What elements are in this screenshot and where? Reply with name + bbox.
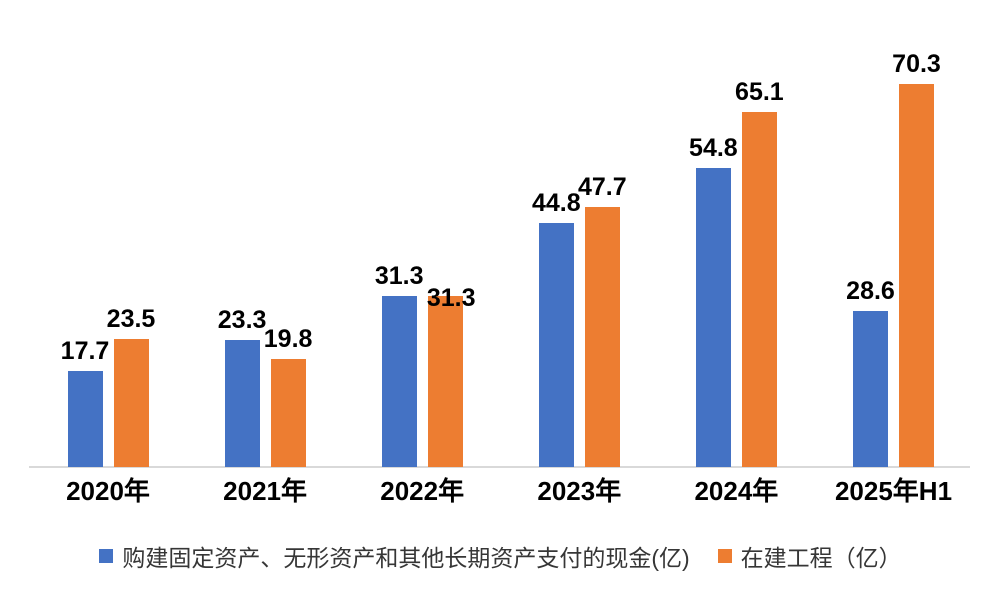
category-label-2023: 2023年	[537, 476, 622, 506]
category-label-2025h1: 2025年H1	[834, 476, 953, 506]
legend-swatch-blue-icon	[99, 549, 114, 563]
data-label-orange-2023: 47.7	[577, 173, 627, 202]
legend-label-construction-in-progress: 在建工程（亿）	[740, 545, 902, 571]
data-label-orange-2022: 31.3	[426, 284, 476, 313]
bar-orange-2022	[427, 296, 463, 467]
category-label-2020: 2020年	[66, 476, 150, 506]
bar-orange-2021	[270, 359, 306, 467]
data-label-orange-2024: 65.1	[735, 78, 784, 107]
bar-blue-2025h1	[853, 311, 888, 467]
legend-item-construction-in-progress: 在建工程（亿）	[717, 539, 902, 573]
bar-orange-2025h1	[899, 83, 934, 467]
data-label-blue-2020: 17.7	[60, 336, 110, 365]
category-label-2024: 2024年	[694, 476, 779, 506]
bar-blue-2021	[224, 340, 260, 467]
x-axis-line	[29, 466, 970, 468]
category-label-2021: 2021年	[223, 476, 308, 506]
bar-blue-2020	[67, 370, 103, 467]
bar-blue-2022	[381, 296, 417, 467]
data-label-orange-2020: 23.5	[106, 304, 156, 333]
legend-item-capex-cash: 购建固定资产、无形资产和其他长期资产支付的现金(亿)	[99, 539, 690, 573]
bar-orange-2024	[741, 112, 777, 467]
data-label-blue-2023: 44.8	[531, 188, 581, 217]
legend-swatch-orange-icon	[717, 549, 732, 563]
bar-orange-2020	[113, 338, 149, 467]
legend-label-capex-cash: 购建固定资产、无形资产和其他长期资产支付的现金(亿)	[122, 545, 690, 571]
category-label-2022: 2022年	[380, 476, 465, 506]
bar-orange-2023	[584, 207, 620, 467]
data-label-orange-2025h1: 70.3	[892, 49, 941, 78]
data-label-blue-2021: 23.3	[217, 306, 267, 335]
data-label-blue-2024: 54.8	[689, 134, 738, 163]
data-label-orange-2021: 19.8	[263, 325, 313, 354]
bar-blue-2024	[695, 168, 731, 467]
data-label-blue-2022: 31.3	[374, 262, 424, 291]
bar-blue-2023	[538, 222, 574, 467]
data-label-blue-2025h1: 28.6	[846, 277, 895, 306]
legend: 购建固定资产、无形资产和其他长期资产支付的现金(亿) 在建工程（亿）	[0, 539, 1001, 573]
